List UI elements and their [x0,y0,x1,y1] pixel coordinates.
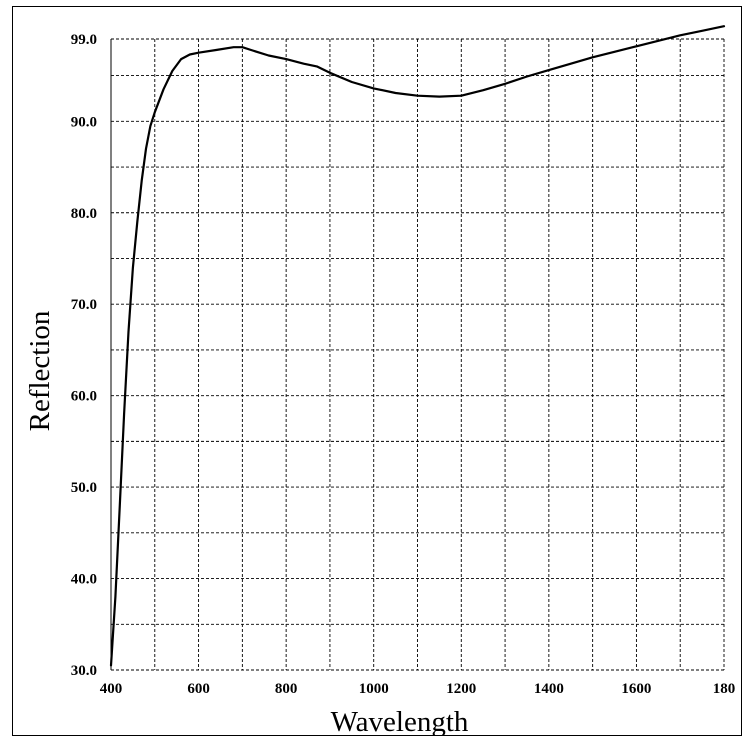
y-tick-label: 80.0 [71,206,97,222]
x-tick-label: 1000 [359,681,389,697]
x-tick-label: 1600 [621,681,651,697]
x-tick-labels: 400 600 800 1000 1200 1400 1600 180 [100,681,736,697]
reflection-chart: 30.0 40.0 50.0 60.0 70.0 80.0 90.0 99.0 400 600 8… [24,25,736,736]
grid-layer [111,38,725,671]
x-tick-label: 800 [275,681,298,697]
y-tick-label: 50.0 [71,480,97,496]
y-tick-label: 40.0 [71,572,97,588]
chart-frame: 30.0 40.0 50.0 60.0 70.0 80.0 90.0 99.0 400 600 8… [12,6,742,736]
y-tick-labels: 30.0 40.0 50.0 60.0 70.0 80.0 90.0 99.0 [71,32,97,679]
x-tick-label: 400 [100,681,123,697]
y-axis-title: Reflection [24,310,56,431]
x-tick-label: 1200 [446,681,476,697]
x-tick-label: 1400 [534,681,564,697]
y-tick-label: 90.0 [71,114,97,130]
reflection-curve [109,25,726,667]
y-tick-label: 99.0 [71,32,97,48]
x-axis-title: Wavelength [331,706,469,736]
x-tick-label: 600 [187,681,210,697]
y-tick-label: 30.0 [71,663,97,679]
x-tick-label: 180 [713,681,736,697]
y-tick-label: 70.0 [71,297,97,313]
y-tick-label: 60.0 [71,389,97,405]
